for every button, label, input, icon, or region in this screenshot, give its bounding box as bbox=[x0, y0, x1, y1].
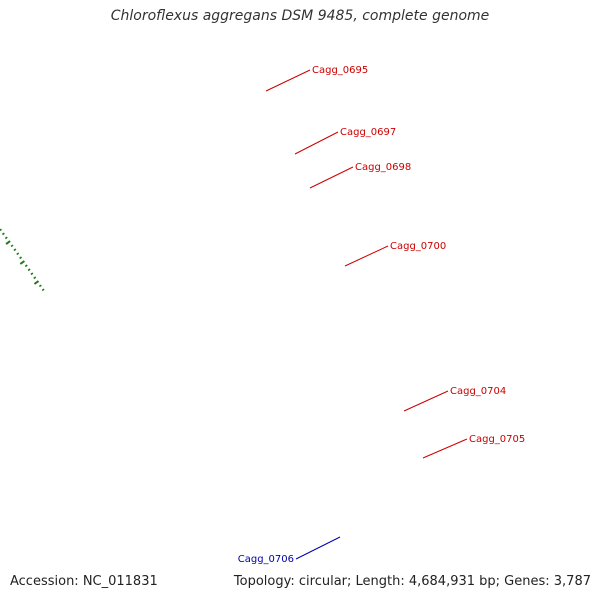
ruler-tick bbox=[4, 236, 8, 240]
ruler-tick bbox=[5, 240, 11, 245]
ruler-tick bbox=[19, 260, 25, 265]
gene-label-cagg-0705[interactable]: Cagg_0705 bbox=[469, 434, 525, 445]
gene-label-cagg-0697[interactable]: Cagg_0697 bbox=[340, 127, 396, 138]
ruler-tick bbox=[19, 256, 23, 260]
ruler-tick bbox=[33, 276, 37, 280]
gene-label-cagg-0704[interactable]: Cagg_0704 bbox=[450, 386, 506, 397]
ruler-tick bbox=[27, 268, 31, 272]
ruler-tick bbox=[13, 248, 17, 252]
genome-summary: Topology: circular; Length: 4,684,931 bp… bbox=[233, 574, 591, 589]
gene-label-cagg-0706[interactable]: Cagg_0706 bbox=[238, 554, 294, 565]
ruler-tick bbox=[16, 252, 20, 256]
gene-label-cagg-0695[interactable]: Cagg_0695 bbox=[312, 65, 368, 76]
gene-label-cagg-0700[interactable]: Cagg_0700 bbox=[390, 241, 446, 252]
label-leader-line bbox=[265, 69, 311, 92]
ruler-tick bbox=[30, 272, 34, 276]
accession-info: Accession: NC_011831 bbox=[10, 574, 158, 589]
gene-labels: Cagg_0695 Cagg_0697 Cagg_0698 Cagg_0700 Cagg… bbox=[238, 65, 526, 565]
outer-tick-ring bbox=[0, 228, 45, 292]
ruler-tick bbox=[10, 244, 14, 248]
ruler-tick bbox=[41, 288, 45, 292]
map-title: Chloroflexus aggregans DSM 9485, complet… bbox=[110, 8, 490, 24]
label-leader-line bbox=[309, 166, 354, 189]
label-leader-line bbox=[295, 536, 341, 560]
label-leader-line bbox=[294, 131, 339, 155]
ruler-tick bbox=[24, 264, 28, 268]
label-leader-line bbox=[344, 245, 389, 267]
gene-label-cagg-0698[interactable]: Cagg_0698 bbox=[355, 162, 411, 173]
ruler-tick bbox=[1, 232, 5, 236]
ruler-tick bbox=[33, 280, 40, 285]
ruler-tick bbox=[38, 284, 42, 288]
label-leader-line bbox=[422, 438, 468, 459]
label-leader-line bbox=[403, 390, 449, 412]
ruler-tick bbox=[0, 228, 2, 232]
